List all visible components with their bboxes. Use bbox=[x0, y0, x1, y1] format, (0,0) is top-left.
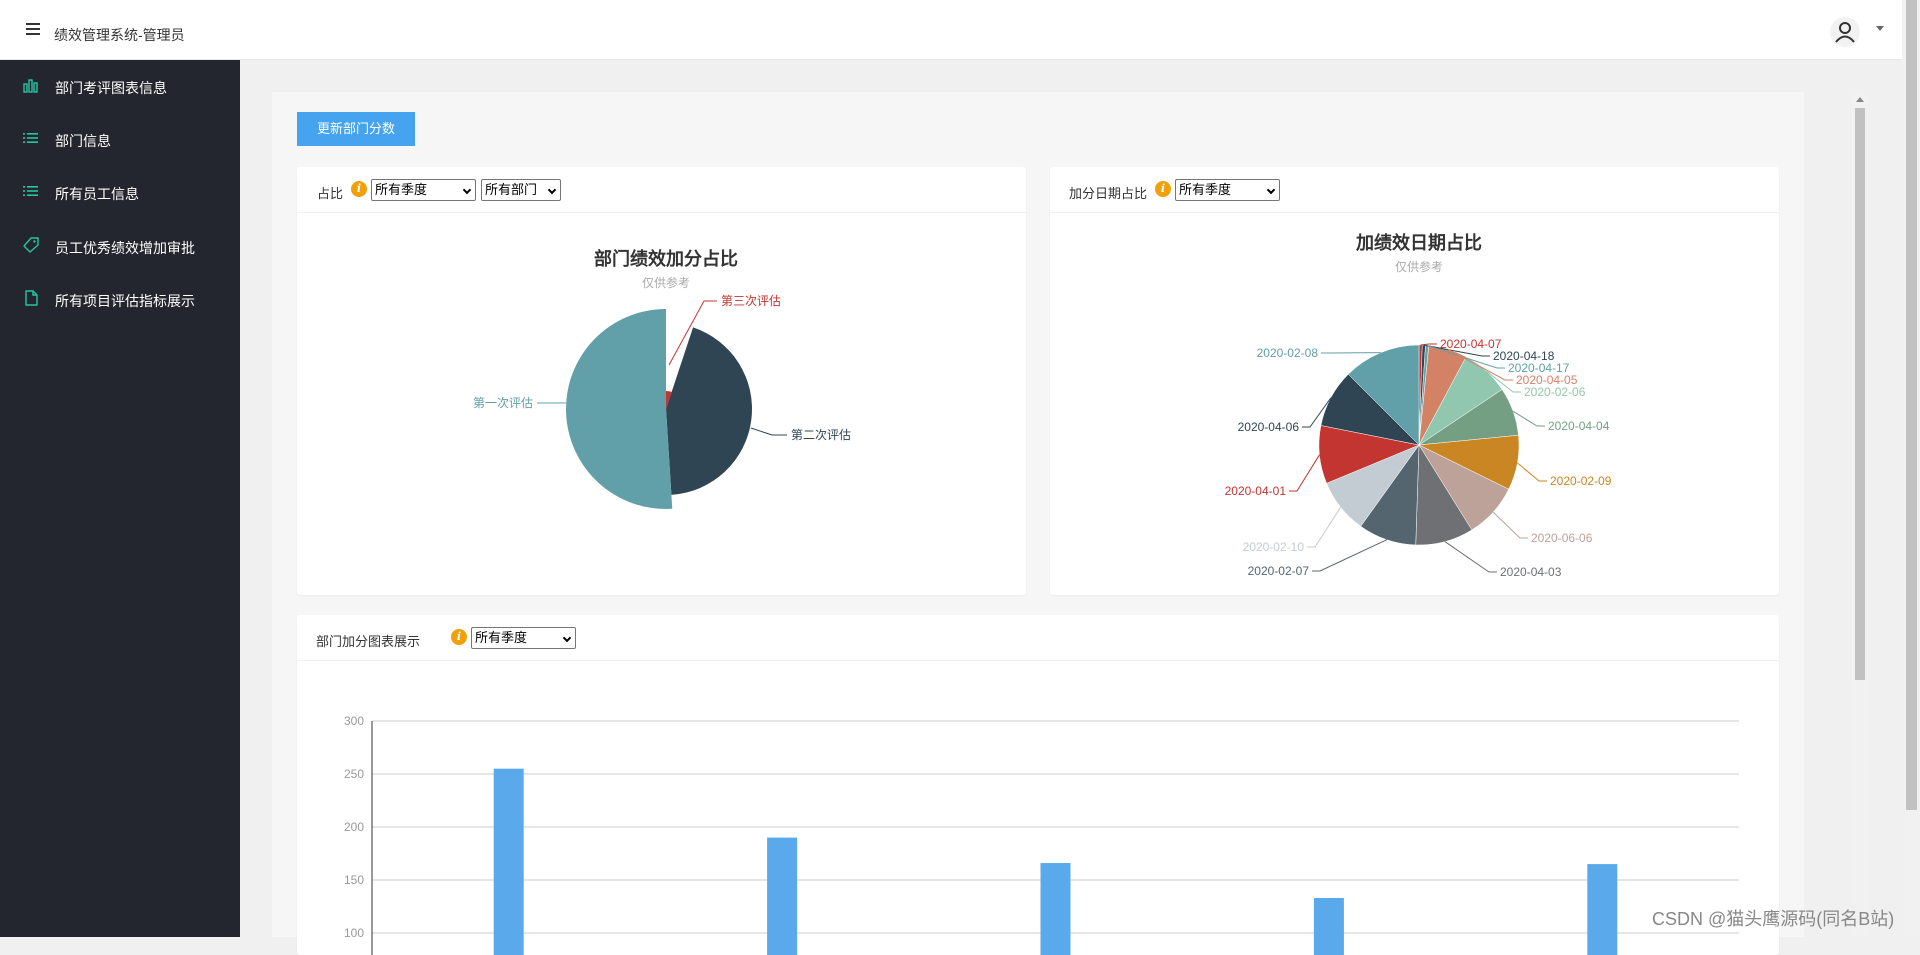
sidebar-item-approval[interactable]: 员工优秀绩效增加审批 bbox=[0, 226, 240, 266]
dept-bonus-bar-card: 部门加分图表展示 i 所有季度 300 250 200 150 100 bbox=[297, 615, 1779, 955]
quarter-select[interactable]: 所有季度 bbox=[1175, 179, 1280, 201]
chevron-down-icon bbox=[548, 186, 556, 194]
list-icon bbox=[22, 182, 40, 200]
department-select[interactable]: 所有部门 bbox=[481, 179, 561, 201]
y-tick-label: 300 bbox=[344, 714, 364, 728]
card-header: 部门加分图表展示 i 所有季度 bbox=[297, 615, 1779, 661]
pie-slice-label: 2020-04-04 bbox=[1548, 419, 1610, 433]
pie-label-line bbox=[1513, 411, 1545, 426]
app-title: 绩效管理系统-管理员 bbox=[54, 25, 185, 45]
scrollbar-thumb[interactable] bbox=[1855, 108, 1865, 680]
select-value: 所有季度 bbox=[1179, 182, 1231, 197]
list-icon bbox=[22, 129, 40, 147]
sidebar-item-label: 所有项目评估指标展示 bbox=[55, 291, 195, 311]
file-icon bbox=[22, 289, 40, 307]
dept-bonus-bar-chart: 300 250 200 150 100 bbox=[297, 661, 1779, 955]
content-scrollbar[interactable] bbox=[1852, 92, 1867, 937]
bar[interactable] bbox=[1041, 863, 1071, 955]
pie-label-line bbox=[1307, 507, 1341, 547]
quarter-select[interactable]: 所有季度 bbox=[471, 627, 576, 649]
chart-title: 部门绩效加分占比 bbox=[594, 248, 738, 269]
sidebar-item-dept-charts[interactable]: 部门考评图表信息 bbox=[0, 66, 240, 106]
scrollbar-thumb[interactable] bbox=[1906, 0, 1917, 810]
page-scrollbar[interactable] bbox=[1903, 0, 1920, 937]
pie-slice[interactable] bbox=[566, 309, 672, 509]
main-content: 更新部门分数 占比 i 所有季度 所有部门 部门绩效加分占比 仅供参考 第三次评… bbox=[272, 92, 1804, 937]
select-value: 所有季度 bbox=[375, 182, 427, 197]
user-icon[interactable] bbox=[1830, 17, 1860, 47]
info-icon[interactable]: i bbox=[451, 629, 467, 645]
select-value: 所有部门 bbox=[485, 182, 537, 197]
sidebar-item-label: 部门信息 bbox=[55, 131, 111, 151]
card-title: 加分日期占比 bbox=[1069, 183, 1147, 202]
pie-slice[interactable] bbox=[666, 327, 752, 494]
y-tick-label: 100 bbox=[344, 926, 364, 940]
sidebar-item-project-metrics[interactable]: 所有项目评估指标展示 bbox=[0, 279, 240, 319]
sidebar-item-label: 所有员工信息 bbox=[55, 184, 139, 204]
pie-slice-label: 第一次评估 bbox=[473, 396, 533, 410]
pie-label-line bbox=[751, 428, 787, 435]
info-icon[interactable]: i bbox=[351, 181, 367, 197]
pie-slice-label: 2020-02-10 bbox=[1243, 540, 1305, 554]
chart-subtitle: 仅供参考 bbox=[642, 275, 690, 290]
pie-label-line bbox=[1493, 512, 1528, 538]
hamburger-icon[interactable] bbox=[26, 22, 40, 40]
bar[interactable] bbox=[1587, 864, 1617, 955]
date-bonus-pie-chart: 加绩效日期占比 仅供参考 2020-04-072020-04-182020-04… bbox=[1050, 213, 1779, 595]
watermark: CSDN @猫头鹰源码(同名B站) bbox=[1652, 905, 1894, 931]
pie-slice-label: 2020-06-06 bbox=[1531, 531, 1593, 545]
tag-icon bbox=[22, 236, 40, 254]
quarter-select[interactable]: 所有季度 bbox=[371, 179, 476, 201]
pie-slice-label: 第二次评估 bbox=[791, 428, 851, 442]
y-tick-label: 200 bbox=[344, 820, 364, 834]
chevron-down-icon[interactable] bbox=[1876, 26, 1884, 31]
select-value: 所有季度 bbox=[475, 630, 527, 645]
pie-label-line bbox=[1312, 540, 1387, 571]
pie-slice-label: 2020-04-06 bbox=[1238, 420, 1300, 434]
dept-bonus-pie-card: 占比 i 所有季度 所有部门 部门绩效加分占比 仅供参考 第三次评估第二次评估 第… bbox=[297, 167, 1026, 595]
sidebar-item-all-employees[interactable]: 所有员工信息 bbox=[0, 172, 240, 212]
chevron-down-icon bbox=[463, 186, 471, 194]
y-tick-label: 250 bbox=[344, 767, 364, 781]
bar-chart-icon bbox=[22, 76, 40, 94]
sidebar-item-label: 部门考评图表信息 bbox=[55, 78, 167, 98]
top-header: 绩效管理系统-管理员 bbox=[0, 0, 1902, 60]
pie-slice-label: 2020-02-09 bbox=[1550, 474, 1612, 488]
pie-label-line bbox=[1517, 463, 1547, 481]
pie-slice-label: 第三次评估 bbox=[721, 294, 781, 308]
sidebar: 部门考评图表信息 部门信息 所有员工信息 员工优秀绩效增加审批 所有项目评估指标… bbox=[0, 60, 240, 937]
sidebar-item-label: 员工优秀绩效增加审批 bbox=[55, 238, 195, 258]
scroll-up-icon[interactable] bbox=[1856, 97, 1864, 102]
pie-label-line bbox=[1421, 344, 1437, 345]
update-dept-score-button[interactable]: 更新部门分数 bbox=[297, 112, 415, 146]
sidebar-item-dept-info[interactable]: 部门信息 bbox=[0, 119, 240, 159]
card-header: 占比 i 所有季度 所有部门 bbox=[297, 167, 1026, 213]
pie-slice-label: 2020-02-07 bbox=[1248, 564, 1310, 578]
chevron-down-icon bbox=[1267, 186, 1275, 194]
pie-label-line bbox=[1445, 542, 1497, 572]
chart-subtitle: 仅供参考 bbox=[1395, 259, 1443, 274]
card-header: 加分日期占比 i 所有季度 bbox=[1050, 167, 1779, 213]
bar[interactable] bbox=[1314, 898, 1344, 955]
info-icon[interactable]: i bbox=[1155, 181, 1171, 197]
y-tick-label: 150 bbox=[344, 873, 364, 887]
pie-slice-label: 2020-04-03 bbox=[1500, 565, 1562, 579]
bar[interactable] bbox=[494, 769, 524, 955]
pie-slice-label: 2020-04-01 bbox=[1225, 484, 1287, 498]
pie-slice-label: 2020-02-08 bbox=[1257, 346, 1319, 360]
pie-label-line bbox=[1289, 455, 1319, 491]
chevron-down-icon bbox=[563, 634, 571, 642]
pie-slice-label: 2020-02-06 bbox=[1524, 385, 1586, 399]
chart-title: 加绩效日期占比 bbox=[1355, 232, 1482, 253]
bar[interactable] bbox=[767, 838, 797, 955]
card-title: 部门加分图表展示 bbox=[316, 631, 420, 650]
card-title: 占比 bbox=[317, 183, 343, 202]
